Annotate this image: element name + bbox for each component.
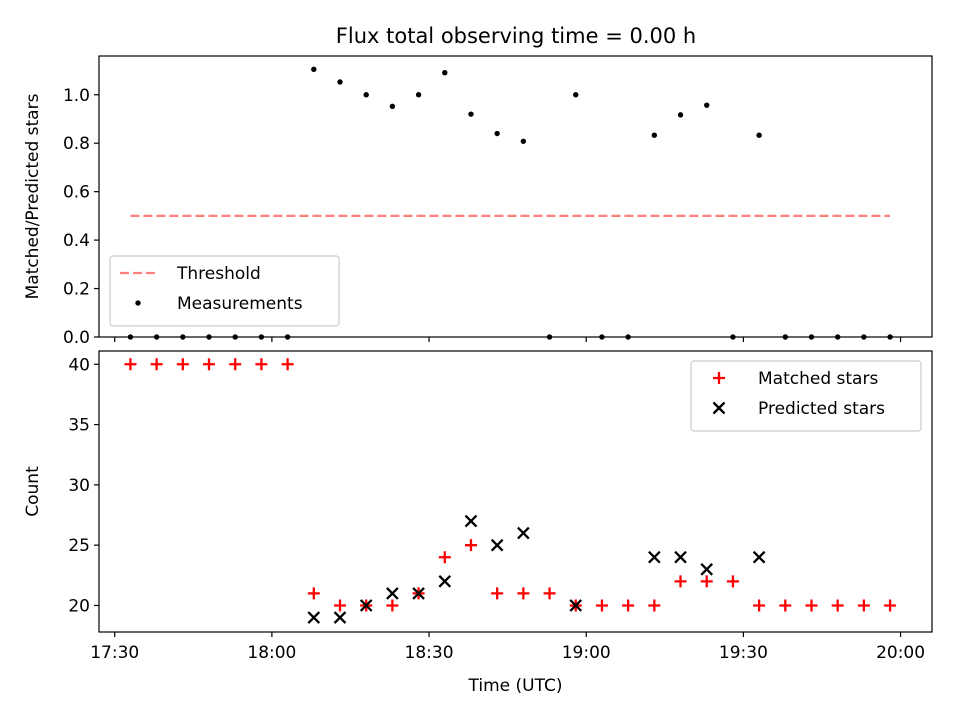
x-axis-label: Time (UTC) [468, 676, 563, 696]
legend-measurement-swatch [135, 300, 141, 306]
measurement-point [468, 111, 474, 117]
matched-star-point [648, 599, 661, 612]
legend: Threshold Measurements [109, 255, 340, 327]
matched-star-point [884, 599, 897, 612]
matched-star-point [229, 358, 242, 371]
series-matched-stars [124, 358, 897, 612]
y-axis-label: Count [23, 466, 43, 517]
predicted-star-point [569, 599, 583, 612]
legend-predicted-swatch [712, 401, 726, 415]
measurement-point [651, 132, 658, 138]
y-tick-label: 0.6 [63, 183, 90, 203]
matched-star-point [333, 599, 346, 612]
series-measurements [127, 66, 893, 340]
y-tick-label: 0.8 [63, 134, 90, 154]
matched-star-point [491, 587, 504, 600]
measurement-point [442, 70, 448, 76]
matched-star-point [543, 587, 556, 600]
predicted-star-point [648, 550, 661, 564]
measurement-point [363, 92, 369, 98]
x-tick-label: 18:30 [405, 643, 454, 663]
matched-star-point [203, 358, 216, 371]
measurement-point [756, 132, 762, 138]
measurement-point [704, 102, 710, 108]
measurement-point [520, 138, 527, 144]
plot-area [127, 66, 893, 340]
x-tick-label: 19:00 [562, 643, 611, 663]
legend: Matched stars Predicted stars [690, 360, 922, 432]
predicted-star-point [386, 587, 399, 600]
x-tick-label: 17:30 [90, 643, 139, 663]
matched-star-point [281, 358, 294, 371]
predicted-star-point [517, 526, 530, 540]
matched-star-point [831, 599, 844, 612]
matched-star-point [805, 599, 818, 612]
predicted-star-point [674, 550, 687, 564]
measurement-point [337, 79, 343, 85]
y-tick-label: 1.0 [63, 86, 90, 106]
measurement-point [677, 112, 684, 118]
axes-frame [98, 350, 933, 633]
legend-box [690, 360, 922, 432]
predicted-star-point [359, 599, 373, 612]
matched-star-point [622, 599, 635, 612]
matched-star-point [674, 575, 687, 588]
y-tick-label: 30 [68, 476, 90, 496]
x-tick-label: 18:00 [247, 643, 296, 663]
y-axis-label: Matched/Predicted stars [23, 93, 43, 299]
matched-star-point [700, 575, 713, 588]
matched-star-point [779, 599, 792, 612]
legend-label: Predicted stars [758, 399, 885, 419]
matched-star-point [753, 599, 766, 612]
measurement-point [389, 103, 396, 110]
legend-matched-swatch [713, 372, 725, 384]
ratio-panel: 0.0 0.2 0.4 0.6 0.8 1.0 Matched/Predicted star… [23, 55, 933, 348]
measurement-point [494, 130, 500, 137]
measurement-point [415, 92, 422, 98]
axes-frame [98, 55, 933, 338]
y-tick-label: 25 [68, 536, 90, 556]
matched-star-point [726, 575, 739, 588]
chart-title: Flux total observing time = 0.00 h [336, 24, 696, 48]
predicted-star-point [490, 538, 504, 552]
legend-box [109, 255, 340, 327]
y-tick-label: 0.0 [63, 328, 90, 348]
plot-area [124, 358, 897, 624]
matched-star-point [176, 358, 189, 371]
predicted-star-point [412, 587, 425, 600]
x-tick-label: 20:00 [876, 643, 925, 663]
matched-star-point [307, 587, 320, 600]
matched-star-point [438, 551, 451, 564]
matched-star-point [595, 599, 608, 612]
x-tick-label: 19:30 [719, 643, 768, 663]
matched-star-point [255, 358, 268, 371]
predicted-star-point [464, 514, 478, 528]
measurement-point [311, 66, 317, 73]
predicted-star-point [307, 611, 321, 624]
y-tick-label: 20 [68, 596, 90, 616]
legend-label: Measurements [177, 294, 303, 314]
y-tick-label: 0.4 [63, 231, 90, 251]
y-tick-label: 0.2 [63, 280, 90, 300]
matched-star-point [517, 587, 530, 600]
y-tick-label: 35 [68, 416, 90, 436]
matched-star-point [386, 599, 399, 612]
predicted-star-point [752, 550, 766, 564]
matched-star-point [857, 599, 870, 612]
matched-star-point [124, 358, 137, 371]
predicted-star-point [700, 562, 714, 576]
predicted-star-point [333, 611, 347, 624]
legend-label: Threshold [176, 264, 261, 284]
matched-star-point [464, 539, 477, 552]
legend-label: Matched stars [758, 369, 878, 389]
matched-star-point [150, 358, 163, 371]
count-panel: 20 25 30 35 40 17:30 18:00 18:30 19:00 19:30 20:00… [23, 350, 933, 696]
predicted-star-point [438, 575, 452, 588]
series-predicted-stars [307, 514, 766, 624]
measurement-point [573, 92, 579, 98]
y-tick-label: 40 [68, 355, 90, 375]
